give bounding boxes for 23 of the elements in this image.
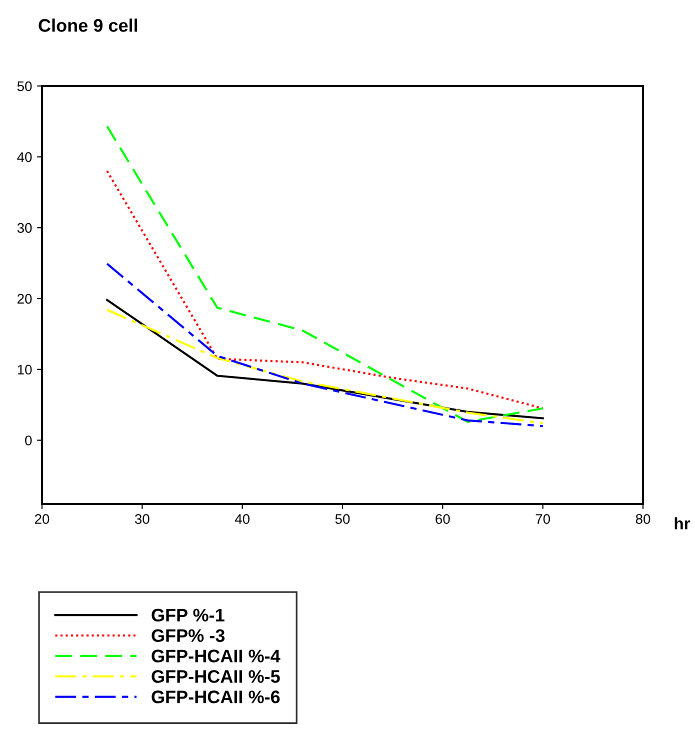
x-axis-title: hr (674, 517, 690, 530)
x-tick-label: 70 (536, 514, 550, 524)
chart-title: Clone 9 cell (38, 18, 138, 32)
legend-label: GFP-HCAII %-5 (152, 670, 280, 683)
y-tick-label: 0 (25, 436, 32, 446)
y-tick-label: 20 (18, 294, 32, 304)
line-series (106, 170, 544, 410)
x-tick-label: 60 (436, 514, 450, 524)
line-series (106, 262, 544, 428)
line-series (106, 125, 544, 423)
x-tick-label: 50 (335, 514, 350, 524)
x-tick-label: 80 (636, 514, 650, 524)
y-tick-label: 50 (17, 81, 32, 92)
x-tick-label: 40 (234, 514, 250, 524)
x-tick-label: 30 (134, 514, 150, 524)
legend-label: GFP %-1 (152, 608, 224, 622)
legend-label: GFP-HCAII %-6 (152, 690, 280, 704)
y-tick-label: 30 (17, 223, 32, 233)
x-tick-label: 20 (34, 514, 50, 524)
legend-label: GFP-HCAII %-4 (152, 650, 280, 662)
legend-label: GFP% -3 (152, 629, 225, 642)
y-tick-label: 40 (17, 152, 32, 162)
y-tick-label: 10 (18, 364, 32, 375)
